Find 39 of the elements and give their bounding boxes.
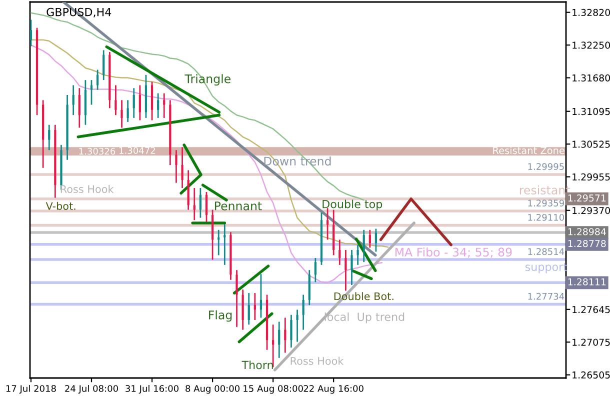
x-tick-label: 22 Aug 16:00: [304, 385, 364, 394]
x-tick-label: 24 Jul 08:00: [65, 384, 118, 394]
annotation: 1.28778: [568, 240, 606, 248]
ref-line-label: 1.29995: [528, 163, 564, 170]
y-tick-label: 1.29370: [572, 206, 610, 214]
annotation: Ross Hook: [60, 184, 114, 194]
annotation: 1.29571: [568, 194, 606, 202]
annotation: Double top: [322, 200, 382, 210]
x-tick-label: 15 Aug 08:00: [244, 385, 303, 394]
x-tick-label: 17 Jul 2018: [6, 384, 56, 394]
annotation: Triangle: [184, 74, 230, 86]
y-tick-label: 1.29955: [572, 173, 610, 181]
chart-title: GBPUSD,H4: [46, 8, 112, 18]
annotation: Thorn: [242, 360, 273, 370]
x-tick-label: 8 Aug 00:00: [186, 385, 240, 394]
y-tick-label: 1.27645: [572, 306, 610, 314]
band-label: Resistant Zone: [493, 146, 564, 154]
x-tick-label: 31 Jul 16:00: [126, 384, 178, 394]
annotation: Flag: [209, 310, 232, 322]
annotation: Ross Hook: [290, 356, 344, 365]
y-tick-label: 1.31680: [572, 74, 610, 82]
ref-line-label: 1.29110: [528, 214, 564, 221]
annotation: V-bot.: [46, 202, 76, 210]
y-tick-label: 1.32250: [572, 42, 610, 49]
y-tick-label: 1.31095: [572, 108, 610, 116]
annotation: Pennant: [214, 202, 262, 210]
ref-line-label: 1.28514: [528, 248, 564, 255]
ref-line-label: 1.29359: [528, 200, 564, 206]
ref-line-label: 1.27734: [528, 292, 564, 300]
annotation: 1.28111: [568, 278, 606, 286]
annotation: 1.30326: [79, 148, 116, 155]
y-tick-label: 1.26505: [572, 371, 610, 379]
y-tick-label: 1.30525: [572, 140, 610, 148]
y-tick-label: 1.27075: [572, 338, 610, 346]
y-tick-label: 1.32820: [572, 8, 610, 16]
annotation: Double Bot.: [334, 292, 394, 300]
annotation: MA Fibo - 34; 55; 89: [395, 247, 512, 258]
annotation: 1.28984: [568, 228, 606, 236]
annotation: 1.30472: [120, 147, 155, 154]
